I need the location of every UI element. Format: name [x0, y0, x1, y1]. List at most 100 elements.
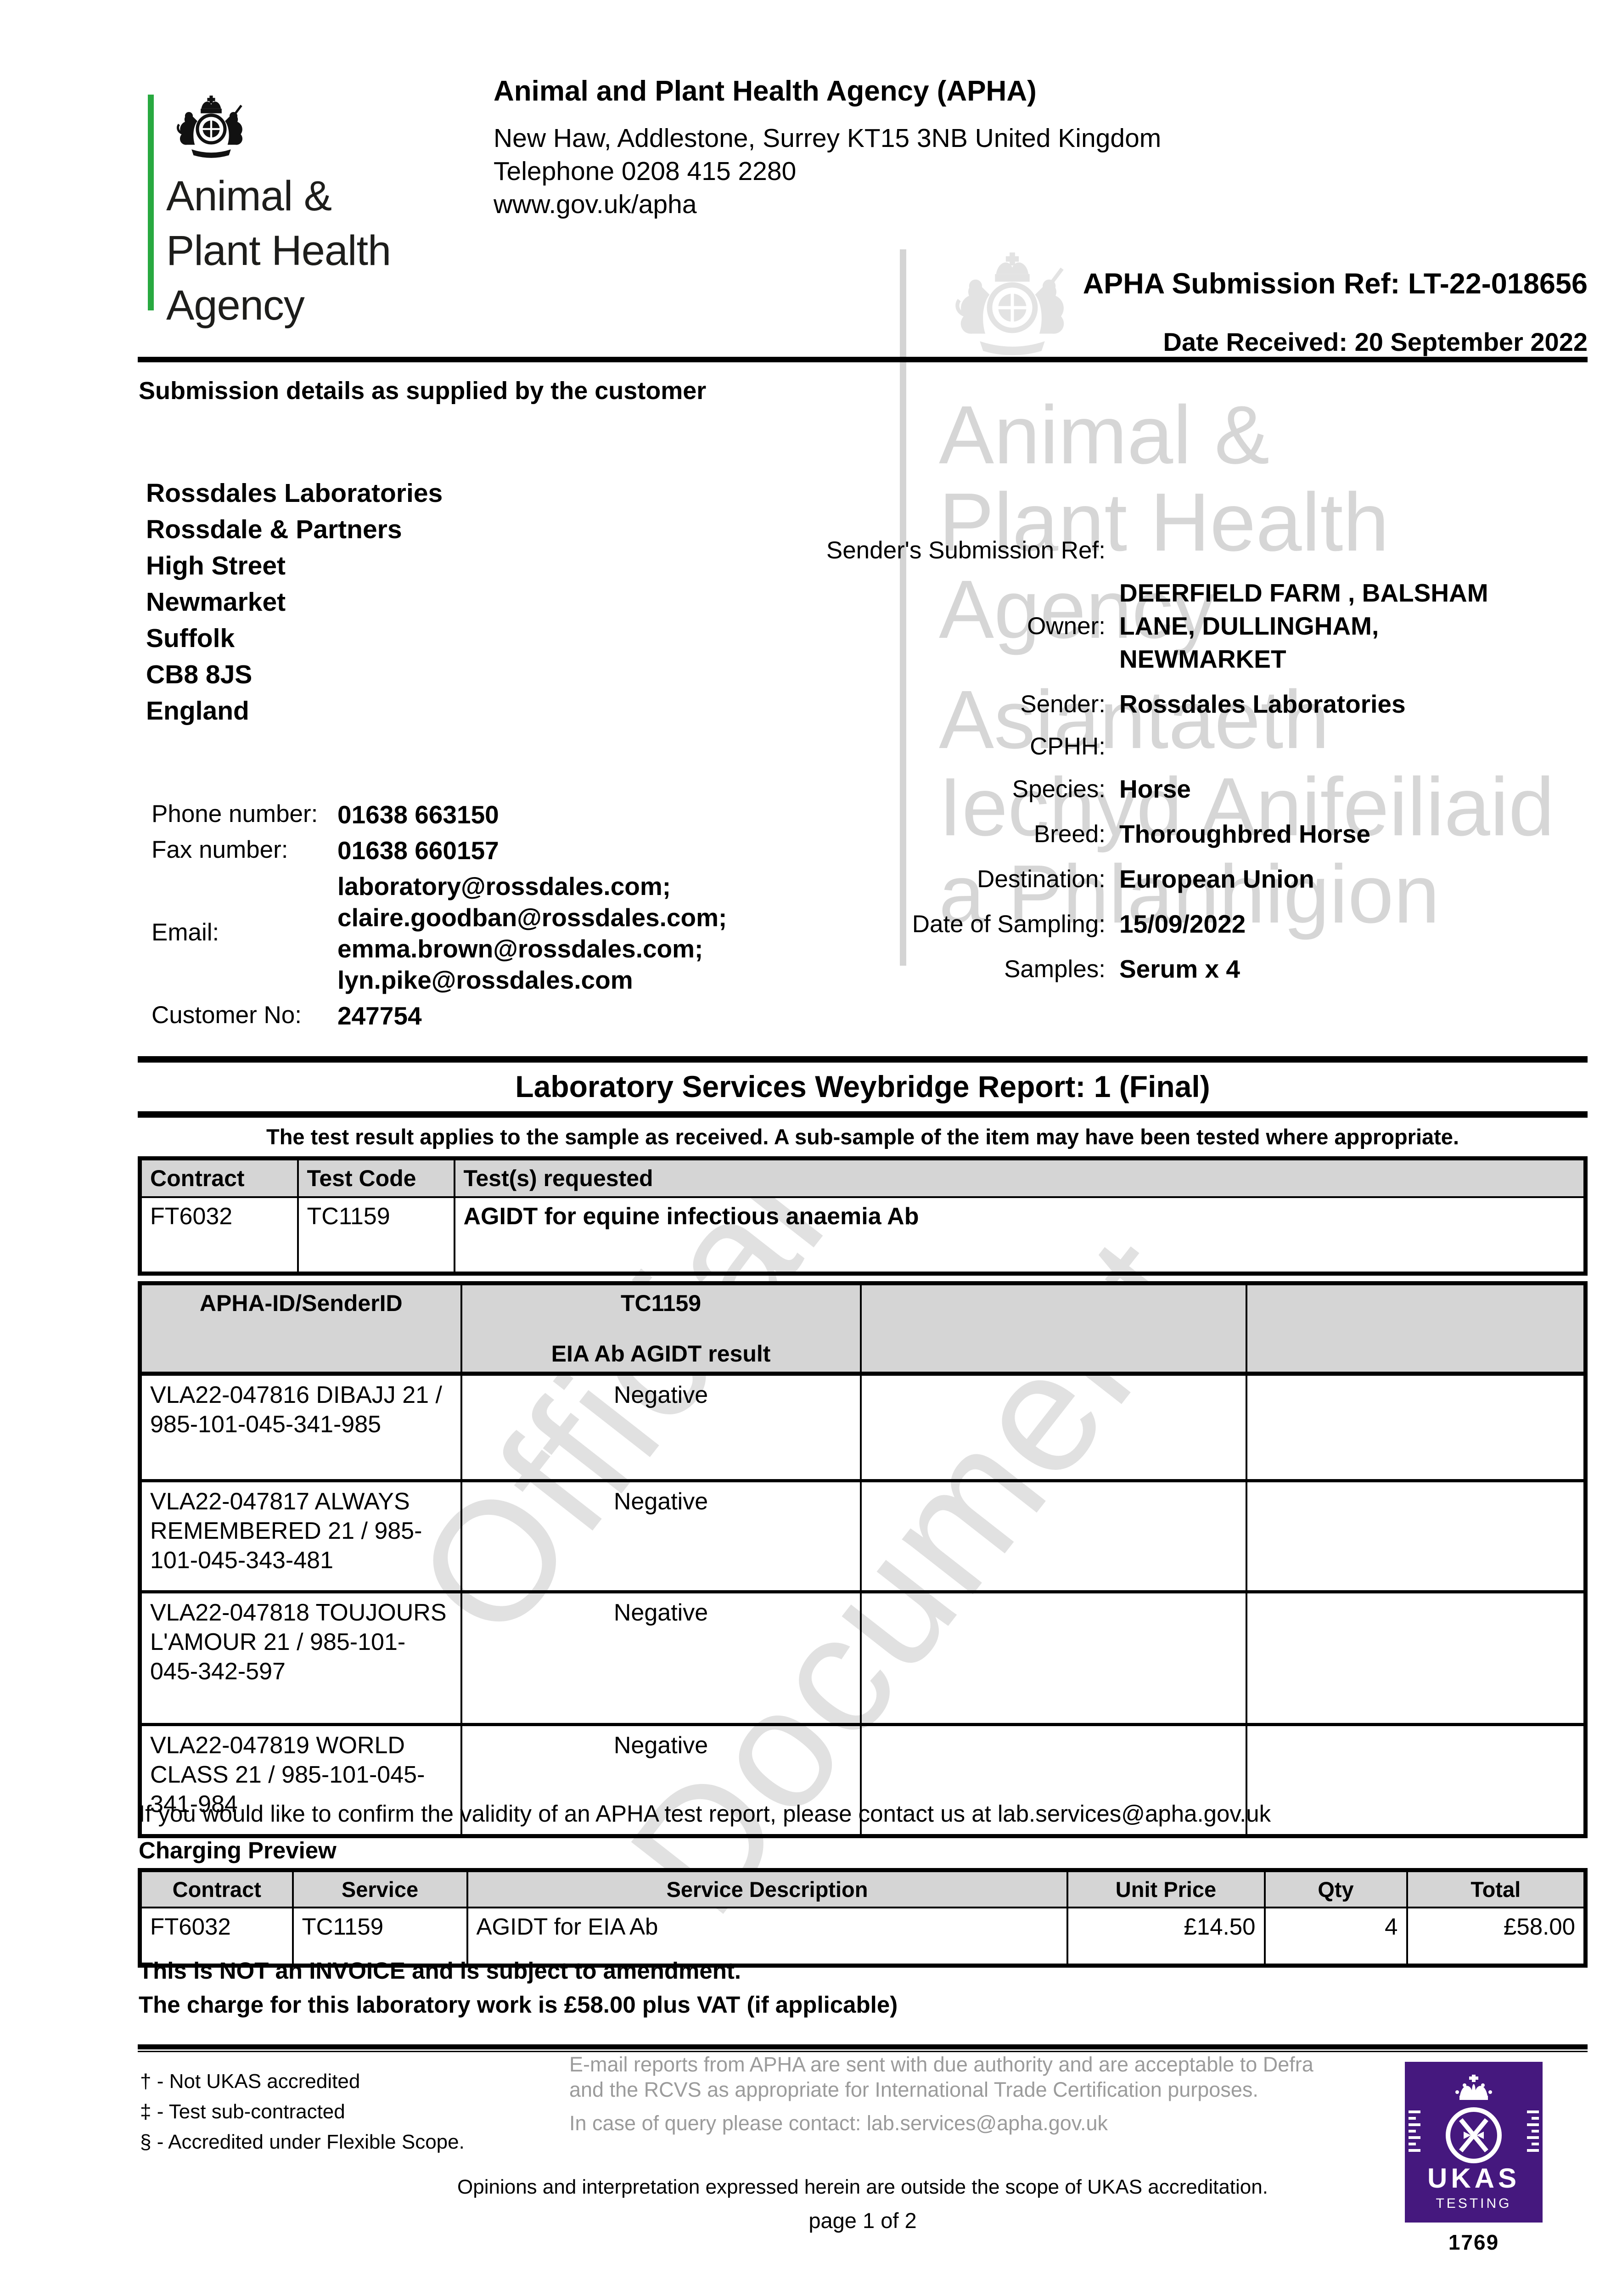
- address-line: Rossdale & Partners: [146, 515, 402, 544]
- test-code-line: TC1159: [620, 1290, 702, 1316]
- accreditation-note: † - Not UKAS accredited: [140, 2070, 360, 2093]
- test-requested-cell: AGIDT for equine infectious anaemia Ab: [453, 1196, 1587, 1275]
- agency-website: www.gov.uk/apha: [494, 190, 697, 219]
- charge-amount-line: The charge for this laboratory work is £…: [139, 1992, 898, 2018]
- report-title-rule-bottom: [138, 1111, 1588, 1118]
- phone-value: 01638 663150: [337, 800, 499, 829]
- ukas-circle-mark-icon: [1446, 2107, 1502, 2163]
- result-row: VLA22-047819 WORLD CLASS 21 / 985-101-04…: [139, 1723, 1587, 1837]
- email-value: claire.goodban@rossdales.com;: [337, 903, 727, 932]
- sampling-date-value: 15/09/2022: [1119, 910, 1246, 938]
- detail-row-destination: Destination: European Union: [642, 862, 1583, 895]
- charging-preview-heading: Charging Preview: [139, 1837, 337, 1863]
- column-header: Service: [292, 1869, 468, 1908]
- unit-price-cell: £14.50: [1066, 1907, 1266, 1967]
- accreditation-note: ‡ - Test sub-contracted: [140, 2100, 345, 2123]
- watermark-text: Plant Health: [939, 476, 1389, 568]
- watermark-text: Agency: [939, 563, 1215, 656]
- species-label: Species:: [1012, 775, 1106, 803]
- column-header-apha-id: APHA-ID/SenderID: [139, 1282, 462, 1376]
- report-title-rule-top: [138, 1056, 1588, 1063]
- service-cell: TC1159: [292, 1907, 468, 1967]
- email-label: Email:: [152, 919, 219, 946]
- sender-value: Rossdales Laboratories: [1119, 690, 1406, 718]
- ukas-crown-icon: [1455, 2075, 1492, 2100]
- validity-note: If you would like to confirm the validit…: [139, 1801, 1271, 1827]
- email-value: lyn.pike@rossdales.com: [337, 966, 633, 994]
- logo-line: Plant Health: [166, 227, 391, 274]
- address-line: England: [146, 696, 249, 726]
- samples-value: Serum x 4: [1119, 955, 1240, 983]
- contract-cell: FT6032: [139, 1196, 299, 1275]
- email-authority-notice: E-mail reports from APHA are sent with d…: [569, 2052, 1341, 2136]
- detail-row-owner: Owner: DEERFIELD FARM , BALSHAM LANE, DU…: [642, 576, 1583, 675]
- service-description-cell: AGIDT for EIA Ab: [466, 1907, 1068, 1967]
- table-header-row: APHA-ID/SenderID TC1159 EIA Ab AGIDT res…: [139, 1282, 1587, 1376]
- result-cell: Negative: [460, 1372, 862, 1482]
- watermark-text: Animal &: [939, 389, 1270, 481]
- empty-cell: [1245, 1372, 1587, 1482]
- agency-logo-text: Animal & Plant Health Agency: [166, 169, 391, 333]
- detail-row-sender-ref: Sender's Submission Ref:: [642, 536, 1583, 564]
- result-cell: Negative: [460, 1590, 862, 1726]
- report-title: Laboratory Services Weybridge Report: 1 …: [515, 1069, 1210, 1103]
- breed-label: Breed:: [1033, 820, 1106, 848]
- footer-divider: [138, 2044, 1588, 2052]
- address-line: Suffolk: [146, 624, 235, 653]
- query-contact-text: In case of query please contact: lab.ser…: [569, 2111, 1108, 2135]
- column-header: Test(s) requested: [453, 1157, 1587, 1198]
- watermark-text-welsh: Iechyd Anifeiliaid: [939, 761, 1555, 853]
- customer-no-value: 247754: [337, 1002, 422, 1030]
- result-row: VLA22-047816 DIBAJJ 21 / 985-101-045-341…: [139, 1372, 1587, 1482]
- phone-label: Phone number:: [152, 800, 318, 827]
- column-header-test: TC1159 EIA Ab AGIDT result: [460, 1282, 862, 1376]
- qty-cell: 4: [1263, 1907, 1408, 1967]
- agency-title: Animal and Plant Health Agency (APHA): [494, 75, 1037, 107]
- agency-telephone: Telephone 0208 415 2280: [494, 157, 797, 186]
- result-cell: Negative: [460, 1723, 862, 1837]
- detail-row-species: Species: Horse: [642, 772, 1583, 805]
- logo-line: Agency: [166, 282, 305, 329]
- table-header-row: Contract Test Code Test(s) requested: [139, 1157, 1587, 1198]
- column-header-empty: [1245, 1282, 1587, 1376]
- empty-cell: [859, 1372, 1247, 1482]
- empty-cell: [859, 1723, 1247, 1837]
- report-disclaimer: The test result applies to the sample as…: [266, 1125, 1459, 1149]
- fax-label: Fax number:: [152, 836, 288, 863]
- address-line: Rossdales Laboratories: [146, 478, 443, 508]
- column-header-empty: [859, 1282, 1247, 1376]
- destination-value: European Union: [1119, 865, 1314, 893]
- ukas-accreditation-number: 1769: [1448, 2230, 1499, 2254]
- contract-cell: FT6032: [139, 1907, 294, 1967]
- opinions-note: Opinions and interpretation expressed he…: [457, 2176, 1268, 2198]
- column-header: Unit Price: [1066, 1869, 1266, 1908]
- test-name-line: EIA Ab AGIDT result: [551, 1341, 771, 1367]
- column-header: Test Code: [297, 1157, 455, 1198]
- result-row: VLA22-047817 ALWAYS REMEMBERED 21 / 985-…: [139, 1479, 1587, 1593]
- cphh-label: CPHH:: [1030, 733, 1106, 760]
- email-value: laboratory@rossdales.com;: [337, 872, 671, 900]
- owner-value: DEERFIELD FARM , BALSHAM LANE, DULLINGHA…: [1119, 579, 1488, 673]
- column-header: Qty: [1263, 1869, 1408, 1908]
- results-table: APHA-ID/SenderID TC1159 EIA Ab AGIDT res…: [138, 1281, 1588, 1838]
- submission-section-heading: Submission details as supplied by the cu…: [139, 377, 707, 405]
- accreditation-note: § - Accredited under Flexible Scope.: [140, 2131, 465, 2153]
- owner-label: Owner:: [1027, 612, 1106, 640]
- table-row: FT6032 TC1159 AGIDT for equine infectiou…: [139, 1196, 1587, 1275]
- email-value: emma.brown@rossdales.com;: [337, 934, 703, 963]
- empty-cell: [859, 1590, 1247, 1726]
- sample-id-cell: VLA22-047817 ALWAYS REMEMBERED 21 / 985-…: [139, 1479, 462, 1593]
- logo-line: Animal &: [166, 173, 332, 219]
- empty-cell: [1245, 1590, 1587, 1726]
- result-cell: Negative: [460, 1479, 862, 1593]
- customer-address-block: Rossdales Laboratories Rossdale & Partne…: [146, 475, 443, 729]
- empty-cell: [859, 1479, 1247, 1593]
- column-header: Contract: [139, 1157, 299, 1198]
- page-indicator: page 1 of 2: [808, 2208, 917, 2233]
- charging-table: Contract Service Service Description Uni…: [138, 1868, 1588, 1968]
- sample-id-cell: VLA22-047818 TOUJOURS L'AMOUR 21 / 985-1…: [139, 1590, 462, 1726]
- customer-no-label: Customer No:: [152, 1002, 302, 1029]
- sender-label: Sender:: [1020, 690, 1106, 718]
- sender-details-column: Sender's Submission Ref: Owner: DEERFIEL…: [642, 536, 1583, 985]
